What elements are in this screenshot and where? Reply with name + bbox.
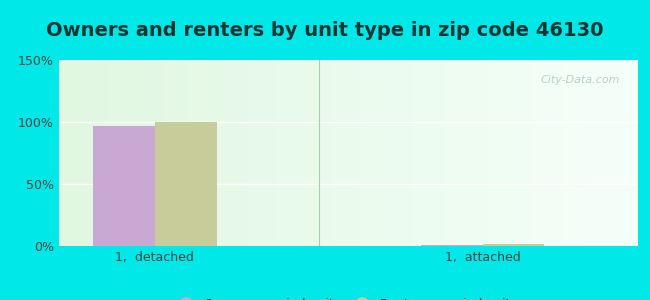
Bar	[421, 245, 483, 246]
Text: City-Data.com: City-Data.com	[540, 75, 619, 85]
Bar	[483, 244, 545, 246]
Bar	[155, 122, 216, 246]
Legend: Owner occupied units, Renter occupied units: Owner occupied units, Renter occupied un…	[174, 293, 522, 300]
Bar	[93, 126, 155, 246]
Text: Owners and renters by unit type in zip code 46130: Owners and renters by unit type in zip c…	[46, 21, 604, 40]
